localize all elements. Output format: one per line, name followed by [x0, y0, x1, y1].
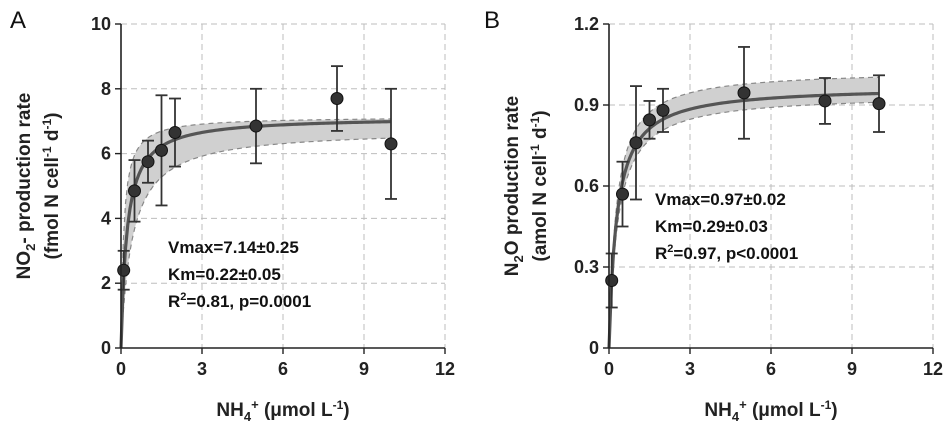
x-tick-label: 12: [923, 359, 943, 379]
panel-label: A: [10, 7, 26, 34]
x-tick-label: 0: [604, 359, 614, 379]
data-point: [141, 155, 155, 169]
x-tick-label: 6: [766, 359, 776, 379]
data-point: [168, 126, 182, 140]
y-tick-label: 0.3: [574, 257, 599, 277]
panel-label: B: [484, 7, 500, 34]
x-tick-label: 6: [278, 359, 288, 379]
y-tick-label: 4: [101, 208, 111, 228]
x-tick-label: 9: [359, 359, 369, 379]
y-tick-label: 0.6: [574, 176, 599, 196]
vmax-annotation: Vmax=7.14±0.25: [168, 238, 299, 257]
x-tick-label: 3: [197, 359, 207, 379]
r2-annotation: R2=0.97, p<0.0001: [655, 243, 798, 263]
km-annotation: Km=0.29±0.03: [655, 217, 768, 236]
y-tick-label: 0.9: [574, 95, 599, 115]
panel-a: 0 3 6 9 12 0 2 4 6 8 10 A NO2- production rate (fmol …: [10, 7, 455, 424]
y-axis-label: NO2- production rate: [14, 93, 38, 280]
y-tick-label: 6: [101, 144, 111, 164]
y-tick-label: 0: [589, 338, 599, 358]
x-axis-label: NH4+ (μmol L-1): [216, 397, 349, 424]
x-tick-label: 3: [685, 359, 695, 379]
vmax-annotation: Vmax=0.97±0.02: [655, 190, 786, 209]
data-point: [629, 136, 643, 150]
y-tick-label: 10: [91, 14, 111, 34]
r2-annotation: R2=0.81, p=0.0001: [168, 291, 311, 311]
x-axis-label: NH4+ (μmol L-1): [704, 397, 837, 424]
data-point: [605, 274, 619, 287]
data-point: [249, 119, 263, 133]
km-annotation: Km=0.22±0.05: [168, 265, 281, 284]
x-tick-label: 12: [435, 359, 455, 379]
data-point: [117, 263, 131, 277]
data-point: [330, 92, 344, 106]
y-tick-label: 2: [101, 273, 111, 293]
y-axis-unit-label: (fmol N cell-1 d-1): [40, 113, 63, 260]
y-tick-label: 1.2: [574, 14, 599, 34]
data-point: [155, 143, 168, 157]
x-tick-label: 9: [847, 359, 857, 379]
data-point: [737, 86, 751, 100]
y-axis-unit-label: (amol N cell-1 d-1): [528, 110, 551, 261]
panel-b: 0 3 6 9 12 0 0.3 0.6 0.9 1.2 B N2O production rate(…: [484, 7, 943, 424]
data-point: [128, 184, 141, 198]
data-point: [656, 103, 670, 117]
data-point: [818, 94, 832, 108]
data-point: [643, 113, 656, 127]
y-axis-label: N2O production rate: [502, 96, 526, 276]
y-tick-label: 8: [101, 79, 111, 99]
data-point: [384, 137, 398, 151]
y-tick-label: 0: [101, 338, 111, 358]
data-point: [872, 97, 886, 111]
data-point: [616, 187, 629, 201]
x-tick-label: 0: [116, 359, 126, 379]
